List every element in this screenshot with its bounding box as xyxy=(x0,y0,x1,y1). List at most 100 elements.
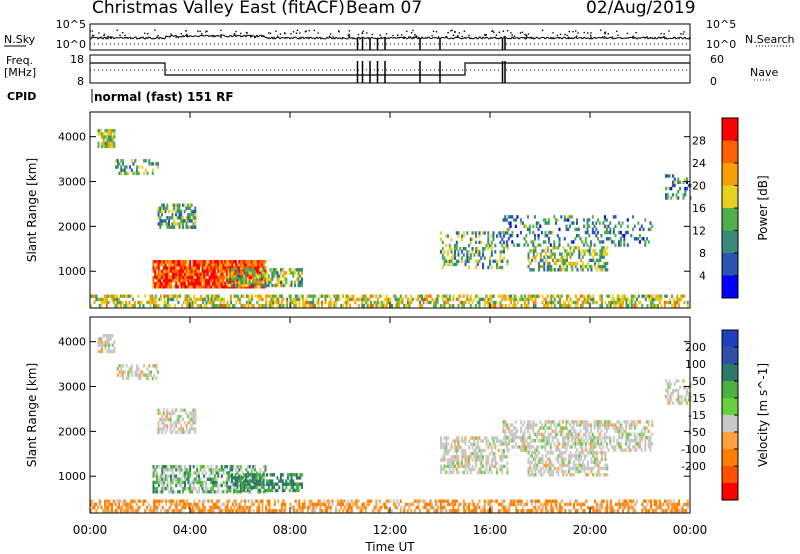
velocity-cell xyxy=(217,468,220,472)
velocity-cell xyxy=(552,451,554,455)
power-cell xyxy=(254,269,256,273)
power-cell xyxy=(525,234,528,238)
velocity-cell xyxy=(433,505,435,510)
velocity-cell xyxy=(357,505,360,510)
power-cell xyxy=(132,162,135,166)
velocity-cell xyxy=(455,509,458,513)
power-cell xyxy=(623,240,626,244)
power-cell xyxy=(527,304,530,308)
power-cell xyxy=(670,196,673,200)
velocity-cell xyxy=(273,502,276,507)
nsky-point xyxy=(186,34,189,37)
power-cell xyxy=(226,282,228,286)
velocity-cell xyxy=(108,340,110,344)
velocity-cell xyxy=(555,505,558,510)
velocity-cell xyxy=(507,439,510,443)
velocity-cell xyxy=(229,465,232,469)
velocity-cell xyxy=(349,509,351,513)
power-cell xyxy=(175,294,178,298)
velocity-cell xyxy=(514,426,517,430)
velocity-cell xyxy=(99,343,102,347)
nsky-point xyxy=(170,33,172,35)
power-cell xyxy=(191,300,194,305)
velocity-cell xyxy=(250,471,253,475)
velocity-cell xyxy=(639,432,641,437)
velocity-cell xyxy=(287,476,289,480)
power-cell xyxy=(455,262,458,267)
velocity-cell xyxy=(315,505,318,510)
velocity-cell xyxy=(312,509,315,513)
velocity-cell xyxy=(457,458,460,462)
velocity-cell xyxy=(192,421,195,425)
power-cell xyxy=(189,285,192,289)
velocity-cell xyxy=(170,499,173,503)
velocity-cell xyxy=(569,466,572,471)
power-cell xyxy=(635,237,638,241)
power-cell xyxy=(273,271,275,275)
velocity-cell xyxy=(294,473,296,477)
power-cell xyxy=(164,282,167,286)
velocity-cell xyxy=(521,439,524,443)
power-cell xyxy=(475,265,477,270)
velocity-cell xyxy=(632,499,635,503)
velocity-cell xyxy=(160,499,162,503)
velocity-cell xyxy=(224,483,227,488)
velocity-cell xyxy=(579,442,582,446)
velocity-cell xyxy=(191,487,194,491)
power-cell xyxy=(157,162,159,166)
velocity-cell xyxy=(562,469,565,474)
power-cell xyxy=(109,129,112,133)
velocity-cell xyxy=(504,420,507,424)
power-cell xyxy=(317,300,320,305)
power-cell xyxy=(251,294,254,298)
velocity-cell xyxy=(108,343,110,347)
power-cell xyxy=(150,162,152,166)
power-cell xyxy=(234,280,237,284)
velocity-cell xyxy=(177,468,179,472)
velocity-cell xyxy=(378,499,381,503)
power-cell xyxy=(262,283,265,288)
power-cell xyxy=(163,275,165,280)
power-cell xyxy=(550,304,553,308)
power-cell xyxy=(229,272,232,276)
power-cell xyxy=(478,240,481,245)
power-cell xyxy=(509,221,512,225)
velocity-cell xyxy=(583,432,585,437)
power-cell xyxy=(553,246,556,250)
velocity-cell xyxy=(251,499,254,503)
power-cell xyxy=(542,240,545,244)
velocity-cell xyxy=(662,502,665,507)
velocity-cell xyxy=(257,488,260,493)
velocity-cell xyxy=(271,479,274,483)
power-cell xyxy=(215,282,218,286)
power-cell xyxy=(595,268,598,272)
velocity-cell xyxy=(189,483,192,488)
velocity-cell xyxy=(196,471,199,475)
power-cell xyxy=(621,234,624,238)
power-cell xyxy=(257,278,260,283)
velocity-cell xyxy=(426,509,428,513)
velocity-cell xyxy=(422,505,425,510)
velocity-cell xyxy=(170,483,172,488)
velocity-cell xyxy=(609,435,612,440)
power-cell xyxy=(666,174,669,178)
velocity-cell xyxy=(205,471,208,475)
power-cell xyxy=(426,294,428,298)
power-cell xyxy=(475,304,477,308)
velocity-cell xyxy=(548,439,550,443)
power-cell xyxy=(606,304,609,308)
power-cell xyxy=(123,171,126,176)
velocity-cell xyxy=(553,466,556,471)
velocity-cell xyxy=(475,458,477,462)
power-cell xyxy=(213,269,216,273)
velocity-cell xyxy=(545,505,547,510)
velocity-cell xyxy=(175,477,178,481)
velocity-cell xyxy=(164,424,167,428)
velocity-cell xyxy=(567,420,570,424)
velocity-cell xyxy=(178,483,181,488)
power-cell xyxy=(441,256,444,260)
velocity-cell xyxy=(482,458,485,462)
velocity-cell xyxy=(598,445,601,449)
velocity-cell xyxy=(282,502,285,507)
velocity-cell xyxy=(671,509,673,513)
